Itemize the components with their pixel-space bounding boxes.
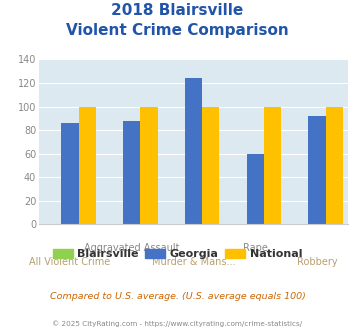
Bar <box>61 123 78 224</box>
Text: All Violent Crime: All Violent Crime <box>29 257 110 267</box>
Text: Rape: Rape <box>243 243 268 252</box>
Text: Robbery: Robbery <box>297 257 337 267</box>
Text: © 2025 CityRating.com - https://www.cityrating.com/crime-statistics/: © 2025 CityRating.com - https://www.city… <box>53 320 302 327</box>
Bar <box>264 107 281 224</box>
Text: Murder & Mans...: Murder & Mans... <box>152 257 235 267</box>
Bar <box>326 107 343 224</box>
Bar <box>123 121 140 224</box>
Text: Compared to U.S. average. (U.S. average equals 100): Compared to U.S. average. (U.S. average … <box>50 292 305 301</box>
Bar <box>185 78 202 224</box>
Bar <box>247 154 264 224</box>
Legend: Blairsville, Georgia, National: Blairsville, Georgia, National <box>48 244 307 263</box>
Bar <box>140 107 158 224</box>
Bar <box>308 116 326 224</box>
Text: 2018 Blairsville: 2018 Blairsville <box>111 3 244 18</box>
Text: Violent Crime Comparison: Violent Crime Comparison <box>66 23 289 38</box>
Bar <box>78 107 96 224</box>
Bar <box>202 107 219 224</box>
Text: Aggravated Assault: Aggravated Assault <box>84 243 180 252</box>
